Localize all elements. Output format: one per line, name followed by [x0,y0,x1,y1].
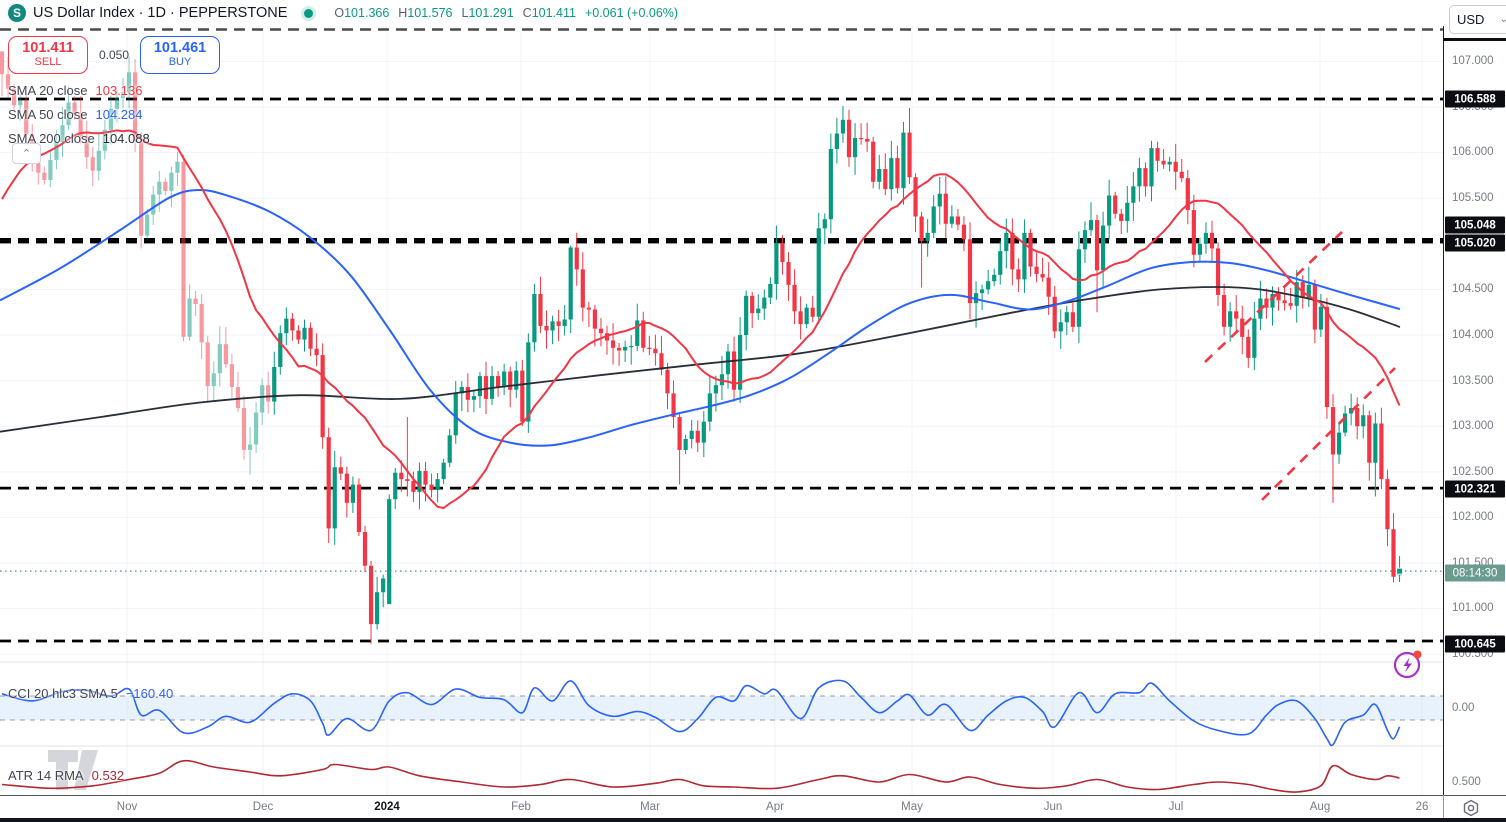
time-tick: Dec [252,801,274,813]
time-tick: Feb [511,801,531,813]
symbol-header: S US Dollar Index · 1D · PEPPERSTONE O10… [0,0,1451,26]
symbol-logo-icon[interactable]: S [8,4,26,22]
price-level-badge: 105.048 [1445,216,1505,234]
trade-panel: 101.411 SELL 0.050 101.461 BUY [8,36,221,74]
time-tick: Jun [1043,801,1063,813]
time-axis[interactable]: Nov Dec 2024 Feb Mar Apr May Jun Jul Aug 26 [0,795,1506,819]
cci-label: CCI 20 hlc3 SMA 5 [8,686,118,701]
price-tick: 102.500 [1452,466,1494,478]
buy-price: 101.461 [153,40,207,56]
buy-button[interactable]: 101.461 BUY [140,36,221,74]
price-level-badge: 100.645 [1445,635,1505,653]
axis-top-divider [1443,38,1506,41]
time-tick: 2024 [374,801,400,813]
legend-value: 103.136 [95,82,143,98]
buy-label: BUY [168,56,192,68]
tradingview-watermark [48,750,98,790]
ohlc-item: C101.411 [522,6,576,20]
chevron-down-icon: ⌄ [1499,14,1506,25]
atr-pane-label[interactable]: ATR 14 RMA 0.532 [8,768,124,783]
time-tick: Aug [1309,801,1331,813]
time-tick: Mar [640,801,660,813]
atr-value: 0.532 [91,768,125,783]
ohlc-item: O101.366 [334,6,390,20]
currency-label: USD [1457,12,1485,27]
price-tick: 103.500 [1452,375,1494,387]
price-tick: 106.000 [1452,146,1494,158]
symbol-title[interactable]: US Dollar Index · 1D · PEPPERSTONE [33,5,288,21]
price-level-badge: 102.321 [1445,480,1505,498]
time-tick: May [901,801,923,813]
price-tick: 104.500 [1452,283,1494,295]
time-tick: Apr [766,801,784,813]
price-level-badge: 105.020 [1445,234,1505,252]
time-axis-divider [1443,795,1444,818]
spread-value: 0.050 [99,48,130,62]
currency-selector[interactable]: USD ⌄ [1449,5,1506,34]
sell-label: SELL [34,56,62,68]
legend-row-sma[interactable]: SMA 50 close 104.284 [8,102,150,126]
time-tick: Jul [1168,801,1184,813]
indicator-legend: SMA 20 close 103.136 SMA 50 close 104.284 SM… [8,78,150,150]
price-tick: 104.000 [1452,329,1494,341]
legend-label: SMA 20 close [8,82,88,98]
window-bottom-edge [0,818,1506,822]
price-tick: 105.500 [1452,192,1494,204]
price-level-badge: 106.588 [1445,90,1505,108]
atr-label: ATR 14 RMA [8,768,84,783]
price-tick: 0.500 [1452,776,1481,788]
legend-row-sma[interactable]: SMA 200 close 104.088 [8,126,150,150]
ohlc-values: O101.366 H101.576 L101.291 C101.411 [334,6,576,20]
ohlc-item: L101.291 [461,6,514,20]
legend-row-sma[interactable]: SMA 20 close 103.136 [8,78,150,102]
countdown-badge: 08:14:30 [1445,564,1505,582]
legend-label: SMA 200 close [8,130,95,146]
price-chart-canvas[interactable] [0,0,1443,795]
price-tick: 0.00 [1452,702,1475,714]
time-tick: 26 [1415,801,1429,813]
legend-collapse-button[interactable]: ⌃ [12,143,41,164]
sell-price: 101.411 [22,40,74,56]
price-tick: 103.000 [1452,420,1494,432]
legend-label: SMA 50 close [8,106,88,122]
price-tick: 101.000 [1452,602,1494,614]
price-tick: 107.000 [1452,55,1494,67]
change-value: +0.061 (+0.06%) [584,6,679,20]
sell-button[interactable]: 101.411 SELL [8,36,88,74]
cci-pane-label[interactable]: CCI 20 hlc3 SMA 5 −160.40 [8,686,173,701]
market-status-icon[interactable] [304,8,314,18]
cci-value: −160.40 [125,686,174,701]
time-tick: Nov [116,801,138,813]
price-axis[interactable]: 107.000106.500106.000105.500104.500104.0… [1443,0,1506,795]
legend-value: 104.284 [95,106,143,122]
legend-value: 104.088 [102,130,150,146]
ohlc-item: H101.576 [398,6,453,20]
price-tick: 102.000 [1452,511,1494,523]
